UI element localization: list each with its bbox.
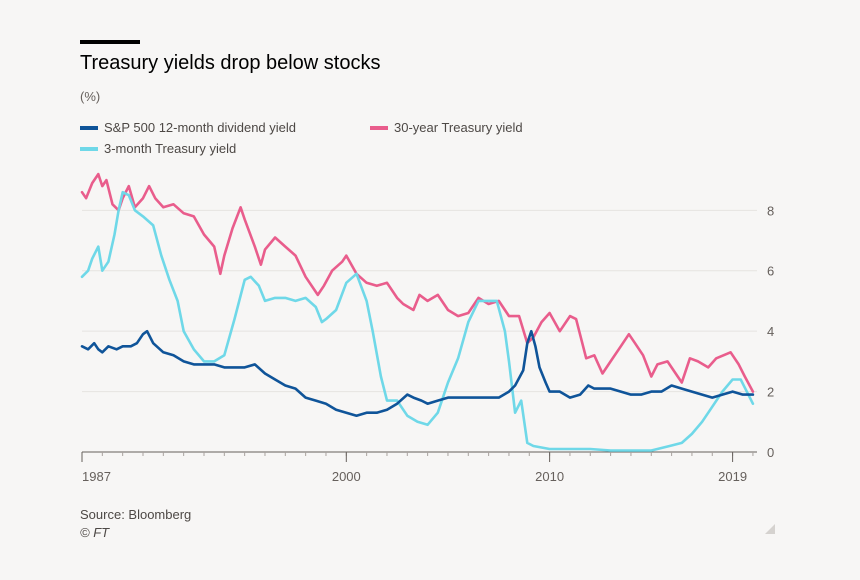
legend-swatch-3month [80, 146, 98, 151]
y-tick-label: 4 [767, 324, 774, 339]
legend-swatch-30yr [370, 125, 388, 130]
treasury-30yr-line [80, 172, 755, 393]
x-tick-label: 2010 [535, 469, 564, 484]
chart-title: Treasury yields drop below stocks [80, 52, 381, 74]
y-tick-label: 8 [767, 203, 774, 218]
y-tick-label: 2 [767, 385, 774, 400]
x-tick-label: 2000 [332, 469, 361, 484]
ft-credit: © FT [80, 525, 110, 540]
x-tick-label: 2019 [718, 469, 747, 484]
x-tick-label: 1987 [82, 469, 111, 484]
legend-label-3month: 3-month Treasury yield [104, 141, 237, 156]
dividend-yield-line [80, 329, 755, 417]
legend-label-30yr: 30-year Treasury yield [394, 120, 523, 135]
legend-item-3month: 3-month Treasury yield [80, 141, 236, 156]
y-tick-label: 6 [767, 264, 774, 279]
treasury-3month-line [80, 190, 755, 452]
legend-item-dividend: S&P 500 12-month dividend yield [80, 120, 296, 135]
legend-swatch-dividend [80, 125, 98, 130]
legend-item-30yr: 30-year Treasury yield [370, 120, 523, 135]
legend-label-dividend: S&P 500 12-month dividend yield [104, 120, 296, 135]
corner-resize-icon [765, 524, 775, 534]
title-accent-bar [80, 40, 140, 44]
unit-label: (%) [80, 89, 101, 104]
y-tick-label: 0 [767, 445, 774, 460]
source-note: Source: Bloomberg [80, 507, 192, 522]
